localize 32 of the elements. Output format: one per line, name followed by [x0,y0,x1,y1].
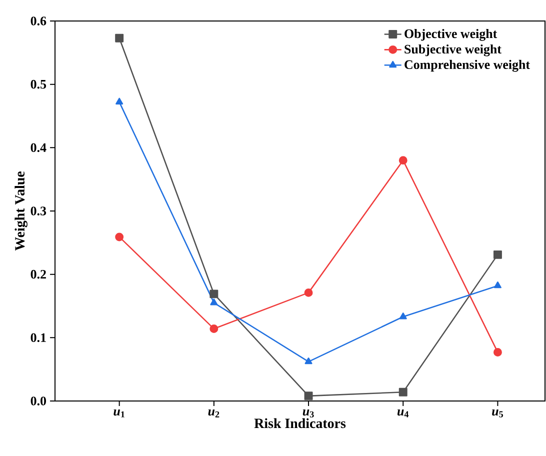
y-tick-label: 0.0 [30,396,46,406]
y-tick-label: 0.4 [30,143,46,152]
x-tick-label: u$_{5}$ [492,409,503,418]
legend-label: Comprehensive weight [404,60,530,72]
y-tick-label: 0.3 [30,206,46,216]
point [115,232,124,242]
x-tick-label: u$_{4}$ [397,409,409,418]
point [398,156,408,165]
point [494,281,502,288]
y-axis-title: Weight Value [14,171,28,251]
legend-label: Subjective weight [404,44,502,56]
y-tick-label: 0.5 [30,80,46,89]
x-tick-label: u$_{3}$ [302,409,314,418]
point [210,298,218,306]
point [493,348,502,356]
point [304,288,313,297]
point [116,98,124,104]
y-tick-label: 0.1 [30,333,46,342]
legend-label: Objective weight [404,28,498,41]
point [493,250,502,259]
point [304,392,313,400]
x-axis-title: Risk Indicators [254,418,346,428]
x-tick-label: u$_{2}$ [208,409,220,418]
x-tick-label: u$_{1}$ [114,409,124,418]
point [398,388,408,396]
y-tick-label: 0.2 [30,270,46,279]
y-tick-label: 0.6 [30,16,46,26]
point [210,290,218,298]
point [399,312,407,320]
point [115,34,124,42]
point [210,324,218,334]
point [304,357,312,364]
